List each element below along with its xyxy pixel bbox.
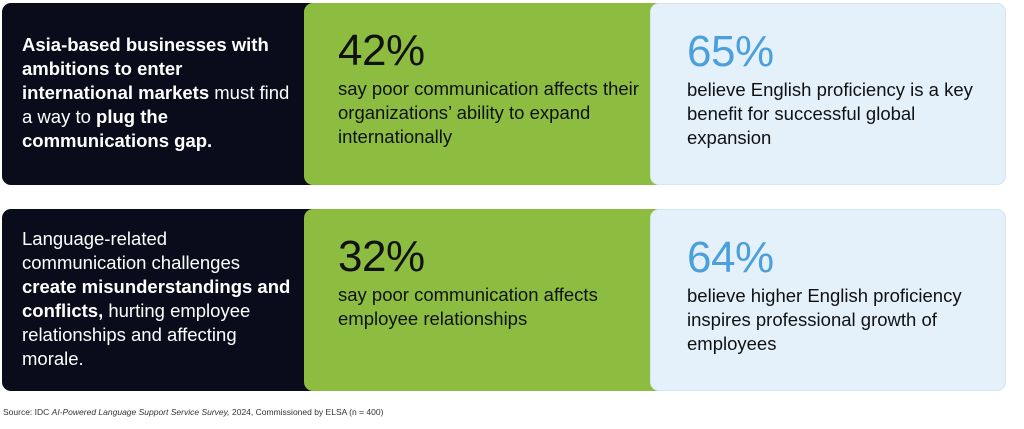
intro-text-1-part-3: plug the communications gap. (22, 106, 213, 151)
intro-text-2-part-2: create misunderstandings and conflicts, (22, 276, 291, 321)
stat-description: say poor communication affects their org… (338, 78, 639, 147)
intro-panel-1: Asia-based businesses with ambitions to … (2, 3, 322, 185)
stat-4: 64% believe higher English proficiency i… (687, 234, 997, 356)
intro-text-2-part-1: Language-related communication challenge… (22, 228, 241, 273)
intro-panel-2: Language-related communication challenge… (2, 209, 322, 391)
source-survey-title: AI-Powered Language Support Service Surv… (51, 407, 230, 417)
stat-value: 32% (338, 232, 425, 281)
intro-text-1-part-1: Asia-based businesses with ambitions to … (22, 34, 269, 103)
stat-3: 32% say poor communication affects emplo… (338, 233, 648, 331)
stat-panel-green-1: 42% say poor communication affects their… (304, 3, 670, 185)
stat-row-2: Language-related communication challenge… (2, 209, 1006, 391)
intro-text-2: Language-related communication challenge… (22, 227, 292, 371)
stat-description: believe English proficiency is a key ben… (687, 79, 973, 148)
stat-description: believe higher English proficiency inspi… (687, 285, 962, 354)
stat-panel-green-2: 32% say poor communication affects emplo… (304, 209, 670, 391)
stat-1: 42% say poor communication affects their… (338, 27, 648, 149)
stat-value: 64% (687, 233, 774, 282)
stat-description: say poor communication affects employee … (338, 284, 598, 329)
stat-panel-blue-2: 64% believe higher English proficiency i… (650, 209, 1006, 391)
stat-panel-blue-1: 65% believe English proficiency is a key… (650, 3, 1006, 185)
stat-2: 65% believe English proficiency is a key… (687, 28, 997, 150)
intro-text-2-part-3: hurting employee relationships and affec… (22, 300, 251, 369)
intro-text-1-part-2: must find a way to (22, 82, 290, 127)
stat-row-1: Asia-based businesses with ambitions to … (2, 3, 1006, 185)
source-suffix: 2024, Commissioned by ELSA (n = 400) (229, 407, 384, 417)
intro-text-1: Asia-based businesses with ambitions to … (22, 33, 292, 153)
stat-value: 65% (687, 27, 774, 76)
source-prefix: Source: IDC (3, 407, 52, 417)
source-note: Source: IDC AI-Powered Language Support … (3, 407, 383, 417)
stat-value: 42% (338, 26, 425, 75)
